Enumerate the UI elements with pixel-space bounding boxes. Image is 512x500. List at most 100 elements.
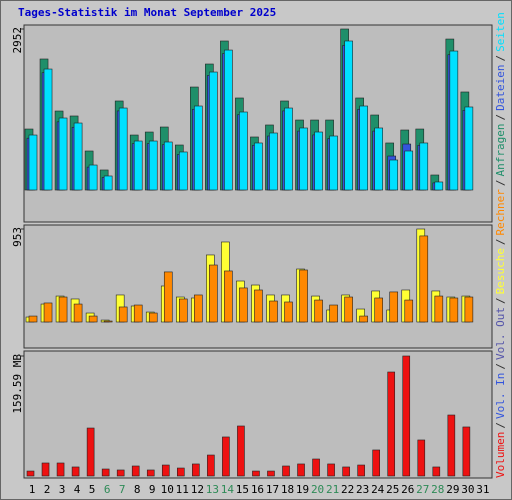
bar bbox=[71, 466, 80, 477]
bar bbox=[299, 269, 308, 323]
legend-separator: / bbox=[494, 238, 507, 245]
legend-separator: / bbox=[494, 363, 507, 370]
bar bbox=[374, 127, 383, 191]
bar bbox=[209, 71, 218, 191]
bar bbox=[297, 463, 305, 477]
panel bbox=[23, 24, 493, 223]
bar bbox=[269, 132, 278, 191]
bar bbox=[177, 467, 185, 477]
bar bbox=[329, 135, 338, 191]
x-tick-label: 17 bbox=[266, 483, 279, 496]
bar bbox=[314, 131, 323, 191]
bar bbox=[282, 465, 290, 477]
bar bbox=[73, 303, 83, 323]
bar bbox=[224, 49, 233, 191]
bar bbox=[103, 175, 113, 191]
bar bbox=[327, 463, 335, 477]
bar bbox=[222, 436, 230, 477]
bar bbox=[314, 299, 323, 323]
panel bbox=[23, 350, 493, 479]
x-tick-label: 12 bbox=[191, 483, 204, 496]
bar bbox=[239, 287, 248, 323]
x-tick-label: 9 bbox=[149, 483, 156, 496]
bar bbox=[254, 142, 263, 191]
bar bbox=[28, 315, 38, 323]
bar bbox=[41, 462, 50, 477]
bar bbox=[449, 50, 459, 191]
bar bbox=[194, 105, 203, 191]
x-tick-label: 23 bbox=[356, 483, 369, 496]
bar bbox=[148, 140, 158, 191]
legend: Volumen / Vol. In / Vol. Out / Besuche / Rechner… bbox=[494, 12, 507, 478]
bar bbox=[389, 159, 399, 191]
bar bbox=[88, 164, 98, 191]
y-max-label: 159.59 MB bbox=[11, 354, 24, 414]
x-tick-label: 4 bbox=[74, 483, 81, 496]
bar bbox=[374, 297, 383, 323]
bar bbox=[73, 122, 83, 191]
bar bbox=[254, 289, 263, 323]
x-tick-label: 2 bbox=[44, 483, 51, 496]
bar bbox=[58, 117, 68, 191]
bar bbox=[419, 235, 429, 323]
bar bbox=[342, 466, 350, 477]
x-tick-label: 14 bbox=[221, 483, 235, 496]
bar bbox=[192, 463, 200, 477]
bar bbox=[402, 355, 411, 477]
x-tick-label: 13 bbox=[206, 483, 219, 496]
bar bbox=[387, 371, 396, 477]
bar bbox=[389, 291, 399, 323]
legend-entry: Anfragen bbox=[494, 123, 507, 176]
bar bbox=[86, 427, 95, 477]
x-tick-label: 19 bbox=[296, 483, 309, 496]
bar bbox=[58, 296, 68, 323]
x-tick-label: 26 bbox=[401, 483, 414, 496]
x-tick-label: 16 bbox=[251, 483, 264, 496]
bar bbox=[163, 141, 173, 191]
bar bbox=[267, 470, 275, 477]
x-tick-label: 22 bbox=[341, 483, 354, 496]
legend-separator: / bbox=[494, 297, 507, 304]
legend-entry: Vol. Out bbox=[494, 307, 507, 360]
bar bbox=[118, 306, 128, 323]
bar bbox=[419, 142, 429, 191]
bar bbox=[359, 105, 368, 191]
bar bbox=[299, 127, 308, 191]
bar bbox=[237, 425, 245, 477]
x-tick-label: 24 bbox=[371, 483, 385, 496]
bar bbox=[404, 299, 414, 323]
x-tick-label: 18 bbox=[281, 483, 294, 496]
bar bbox=[464, 106, 474, 191]
bar bbox=[462, 426, 471, 477]
bar bbox=[56, 462, 65, 477]
bar bbox=[417, 439, 426, 477]
x-tick-label: 28 bbox=[431, 483, 444, 496]
bar bbox=[43, 68, 53, 191]
x-tick-label: 27 bbox=[416, 483, 429, 496]
legend-separator: / bbox=[494, 422, 507, 429]
bar bbox=[209, 264, 218, 323]
bar bbox=[359, 315, 368, 323]
bar bbox=[179, 151, 188, 191]
bar bbox=[239, 111, 248, 191]
bar bbox=[252, 470, 260, 477]
bar bbox=[447, 414, 456, 477]
x-tick-label: 30 bbox=[461, 483, 474, 496]
legend-entry: Seiten bbox=[494, 12, 507, 52]
bar bbox=[131, 465, 140, 477]
legend-separator: / bbox=[494, 55, 507, 62]
bar bbox=[28, 134, 38, 191]
bar bbox=[464, 296, 474, 323]
legend-entry: Dateien bbox=[494, 64, 507, 110]
bar bbox=[357, 464, 365, 477]
x-tick-label: 15 bbox=[236, 483, 249, 496]
bar bbox=[118, 107, 128, 191]
bar bbox=[284, 107, 293, 191]
x-tick-label: 5 bbox=[89, 483, 96, 496]
bar bbox=[148, 312, 158, 323]
bar bbox=[161, 464, 170, 477]
x-tick-label: 8 bbox=[134, 483, 141, 496]
bar bbox=[329, 304, 338, 323]
bar bbox=[146, 469, 155, 477]
